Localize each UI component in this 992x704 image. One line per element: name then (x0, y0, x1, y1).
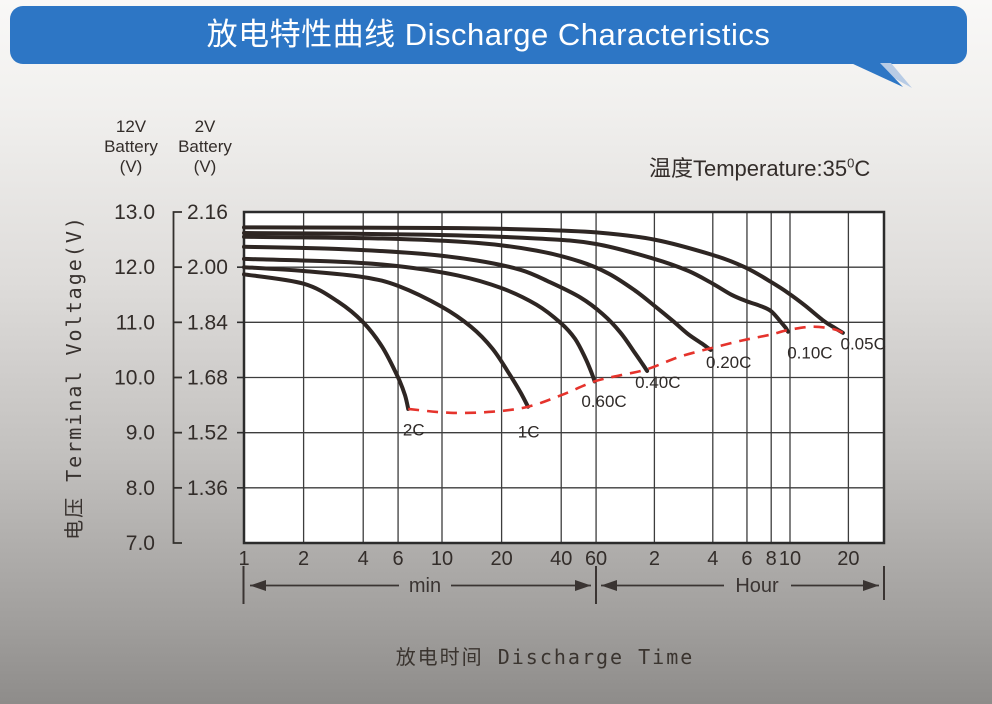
y-tick-label-2v: 2.00 (187, 256, 228, 279)
y-tick-label-12v: 7.0 (126, 532, 155, 555)
x-tick-label-min: 60 (585, 548, 607, 570)
y-tick-label-12v: 11.0 (116, 311, 155, 334)
curve-label-0.10C: 0.10C (787, 344, 832, 363)
title-banner: 放电特性曲线 Discharge Characteristics (10, 6, 967, 64)
curve-label-0.20C: 0.20C (706, 353, 751, 372)
x-tick-label-hour: 2 (649, 548, 660, 570)
x-tick-label-min: 10 (431, 548, 453, 570)
curve-label-2C: 2C (403, 420, 425, 439)
y-tick-label-12v: 8.0 (126, 477, 155, 500)
x-tick-label-hour: 6 (741, 548, 752, 570)
y-axis-header-2v: 2V Battery (V) (178, 117, 232, 176)
y-tick-label-12v: 9.0 (126, 422, 155, 445)
x-tick-label-min: 6 (393, 548, 404, 570)
curve-label-0.60C: 0.60C (581, 392, 626, 411)
temperature-superscript: 0 (847, 155, 855, 171)
curve-0.10C (242, 231, 790, 334)
y-axis-header-12v: 12V Battery (V) (104, 117, 158, 176)
curve-0.60C (242, 256, 597, 384)
y-tick-label-12v: 12.0 (114, 256, 155, 279)
page-title: 放电特性曲线 Discharge Characteristics (206, 17, 771, 52)
x-tick-label-min: 1 (238, 548, 249, 570)
x-tick-label-hour: 10 (779, 548, 801, 570)
y-tick-label-2v: 1.52 (187, 422, 228, 445)
x-tick-label-min: 40 (550, 548, 572, 570)
curve-label-0.40C: 0.40C (635, 373, 680, 392)
range-label-min: min (409, 575, 441, 597)
x-tick-label-hour: 20 (837, 548, 859, 570)
envelope-final-discharge-voltage (408, 325, 844, 415)
x-tick-label-hour: 8 (766, 548, 777, 570)
curve-2C (242, 272, 411, 411)
range-arrowhead-icon (863, 580, 879, 591)
range-arrowhead-icon (575, 580, 591, 591)
banner-tail-icon (851, 63, 912, 88)
x-tick-label-hour: 4 (707, 548, 718, 570)
curve-label-1C: 1C (518, 423, 540, 442)
y-tick-label-12v: 13.0 (114, 201, 155, 224)
temperature-annotation: 温度Temperature:350C (649, 155, 871, 181)
range-arrowhead-icon (250, 580, 266, 591)
y-tick-label-2v: 1.84 (187, 311, 228, 334)
y-tick-label-2v: 2.16 (187, 201, 228, 224)
x-tick-label-min: 2 (298, 548, 309, 570)
y-tick-label-2v: 1.68 (187, 367, 228, 390)
curve-0.40C (242, 244, 650, 373)
x-axis-title: 放电时间 Discharge Time (395, 645, 695, 669)
y-tick-label-12v: 10.0 (114, 367, 155, 390)
curve-label-0.05C: 0.05C (840, 334, 885, 353)
x-tick-label-min: 20 (490, 548, 512, 570)
x-tick-label-min: 4 (358, 548, 369, 570)
range-arrowhead-icon (601, 580, 617, 591)
range-label-hour: Hour (735, 575, 779, 597)
curve-0.20C (242, 234, 713, 352)
curve-0.05C (242, 225, 845, 335)
curve-1C (242, 265, 530, 409)
y-tick-label-2v: 1.36 (187, 477, 228, 500)
